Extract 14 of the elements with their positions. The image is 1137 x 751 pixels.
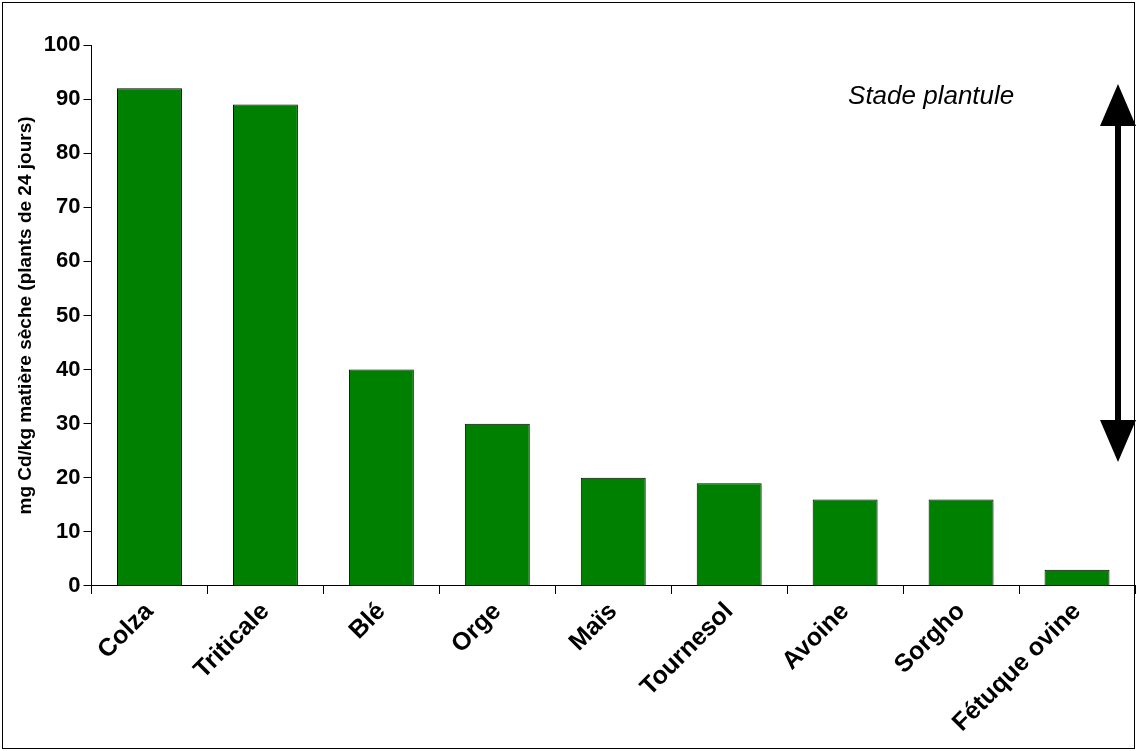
y-tick-label: 0	[68, 572, 81, 598]
y-tick-label: 60	[56, 247, 81, 273]
x-tick-label: Blé	[342, 596, 390, 644]
y-tick-label: 90	[56, 85, 81, 111]
y-tick-label: 70	[56, 193, 81, 219]
y-tick-label: 40	[56, 355, 81, 381]
y-tick-label: 10	[56, 517, 81, 543]
y-tick-label: 100	[43, 31, 81, 57]
y-tick-label: 20	[56, 463, 81, 489]
annotation: Stade plantule	[848, 80, 1015, 111]
y-axis-title: mg Cd/kg matière sèche (plants de 24 jours)	[13, 116, 35, 515]
y-tick-label: 30	[56, 409, 81, 435]
y-tick-label: 50	[56, 301, 81, 327]
y-tick-label: 80	[56, 139, 81, 165]
